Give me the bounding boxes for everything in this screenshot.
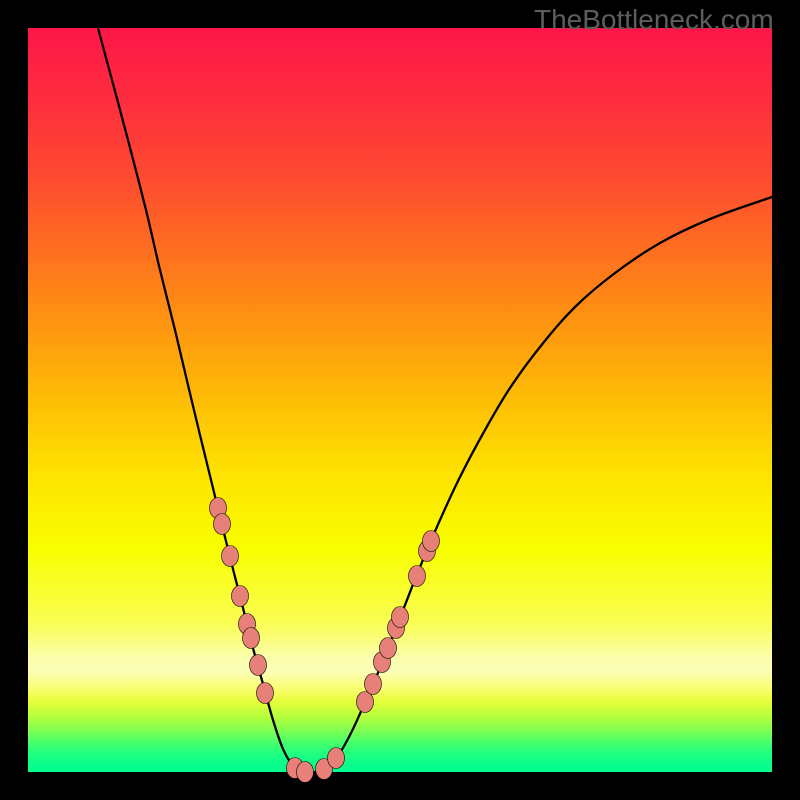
marker-dot	[357, 692, 374, 713]
marker-dot	[392, 607, 409, 628]
marker-dot	[328, 748, 345, 769]
curve-left	[98, 28, 308, 772]
marker-dot	[423, 531, 440, 552]
marker-dot	[297, 762, 314, 783]
marker-dot	[380, 638, 397, 659]
watermark-text: TheBottleneck.com	[534, 4, 774, 36]
marker-dot	[243, 628, 260, 649]
marker-dot	[409, 566, 426, 587]
marker-dot	[214, 514, 231, 535]
marker-dot	[250, 655, 267, 676]
marker-dot	[222, 546, 239, 567]
marker-dot	[257, 683, 274, 704]
marker-dot	[232, 586, 249, 607]
curves-layer	[0, 0, 800, 800]
chart-frame: TheBottleneck.com	[0, 0, 800, 800]
marker-dot	[365, 674, 382, 695]
